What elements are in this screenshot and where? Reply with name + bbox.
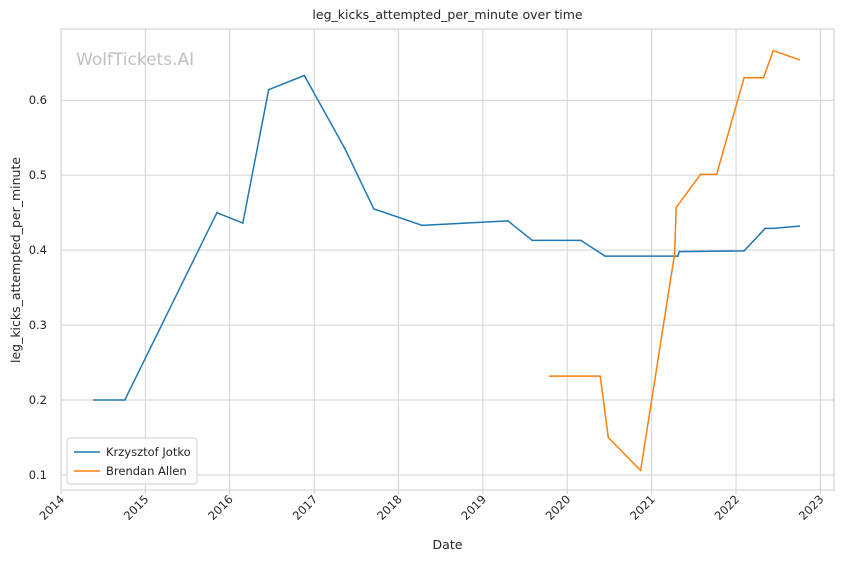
data-point-brendan-allen (715, 173, 718, 176)
y-tick-label: 0.2 (29, 393, 47, 407)
y-tick-label: 0.1 (29, 468, 47, 482)
data-point-krzysztof-jotko (343, 147, 346, 150)
data-point-brendan-allen (548, 375, 551, 377)
data-point-krzysztof-jotko (372, 208, 375, 210)
y-axis-label: leg_kicks_attempted_per_minute (8, 157, 23, 363)
data-point-brendan-allen (743, 76, 745, 79)
data-point-krzysztof-jotko (216, 211, 218, 214)
legend: Krzysztof Jotko Brendan Allen (66, 437, 198, 485)
data-point-krzysztof-jotko (507, 220, 509, 222)
watermark: WolfTickets.AI (76, 50, 194, 70)
data-point-krzysztof-jotko (772, 227, 775, 230)
data-point-krzysztof-jotko (303, 74, 306, 77)
data-point-krzysztof-jotko (93, 399, 95, 401)
y-tick-label: 0.3 (29, 318, 47, 332)
data-point-krzysztof-jotko (267, 88, 270, 91)
y-tick-label: 0.4 (29, 243, 47, 257)
series-line-brendan-allen (549, 49, 800, 472)
data-point-brendan-allen (607, 436, 610, 439)
data-point-krzysztof-jotko (123, 399, 126, 401)
data-point-krzysztof-jotko (676, 255, 679, 257)
data-point-brendan-allen (639, 469, 642, 472)
plot-frame (60, 28, 835, 491)
data-point-brendan-allen (599, 375, 602, 377)
chart-title: leg_kicks_attempted_per_minute over time (312, 7, 582, 22)
data-point-brendan-allen (798, 58, 800, 61)
data-point-brendan-allen (772, 49, 775, 52)
y-axis-ticks: 0.1 0.2 0.3 0.4 0.5 0.6 (29, 93, 47, 482)
plot-area (61, 29, 834, 490)
data-point-brendan-allen (699, 173, 702, 176)
data-point-krzysztof-jotko (579, 239, 582, 242)
data-point-krzysztof-jotko (798, 225, 800, 228)
data-point-krzysztof-jotko (421, 224, 424, 227)
data-point-krzysztof-jotko (241, 222, 244, 225)
data-point-krzysztof-jotko (764, 227, 767, 230)
x-axis-label: Date (433, 537, 463, 552)
y-tick-label: 0.5 (29, 168, 47, 182)
data-point-brendan-allen (673, 253, 676, 255)
data-point-krzysztof-jotko (604, 255, 606, 257)
legend-box (66, 437, 198, 485)
data-point-brendan-allen (675, 206, 678, 209)
data-point-krzysztof-jotko (743, 250, 745, 252)
legend-label-brendan-allen: Brendan Allen (106, 464, 187, 478)
data-point-brendan-allen (762, 76, 765, 79)
y-tick-label: 0.6 (29, 93, 47, 107)
legend-label-krzysztof-jotko: Krzysztof Jotko (106, 445, 191, 459)
data-point-krzysztof-jotko (531, 239, 534, 242)
data-point-krzysztof-jotko (678, 250, 681, 253)
series-layer (93, 49, 800, 472)
